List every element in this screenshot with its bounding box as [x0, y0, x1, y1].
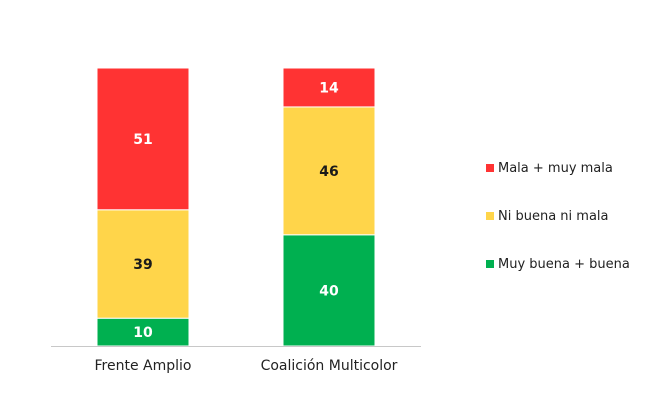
- data-label-coalicion-multicolor-mala-muy-mala: 14: [319, 80, 339, 96]
- category-label-coalicion-multicolor: Coalición Multicolor: [261, 358, 398, 374]
- data-label-coalicion-multicolor-muy-buena-buena: 40: [319, 283, 339, 299]
- data-label-frente-amplio-muy-buena-buena: 10: [133, 325, 153, 341]
- bar-segment-frente-amplio-mala-muy-mala: [96, 67, 190, 211]
- legend-label-ni-buena-ni-mala: Ni buena ni mala: [498, 209, 609, 224]
- bar-segment-frente-amplio-muy-buena-buena: [96, 317, 190, 347]
- bar-segment-coalicion-multicolor-ni-buena-ni-mala: [282, 106, 376, 236]
- bar-segment-frente-amplio-ni-buena-ni-mala: [96, 209, 190, 319]
- category-labels: Frente Amplio Coalición Multicolor: [95, 358, 398, 374]
- legend-swatch-muy-buena-buena: [486, 260, 494, 268]
- data-label-frente-amplio-ni-buena-ni-mala: 39: [133, 257, 152, 273]
- data-label-frente-amplio-mala-muy-mala: 51: [133, 132, 152, 148]
- data-label-coalicion-multicolor-ni-buena-ni-mala: 46: [319, 164, 338, 180]
- bar-segment-coalicion-multicolor-mala-muy-mala: [282, 67, 376, 108]
- legend-label-muy-buena-buena: Muy buena + buena: [498, 257, 630, 272]
- bars-group: 10 39 51 40 46 14: [96, 67, 376, 347]
- category-label-frente-amplio: Frente Amplio: [95, 358, 192, 374]
- legend-label-mala-muy-mala: Mala + muy mala: [498, 161, 613, 176]
- legend: Mala + muy mala Ni buena ni mala Muy buena…: [486, 161, 630, 272]
- legend-swatch-mala-muy-mala: [486, 164, 494, 172]
- legend-swatch-ni-buena-ni-mala: [486, 212, 494, 220]
- bar-segment-coalicion-multicolor-muy-buena-buena: [282, 234, 376, 347]
